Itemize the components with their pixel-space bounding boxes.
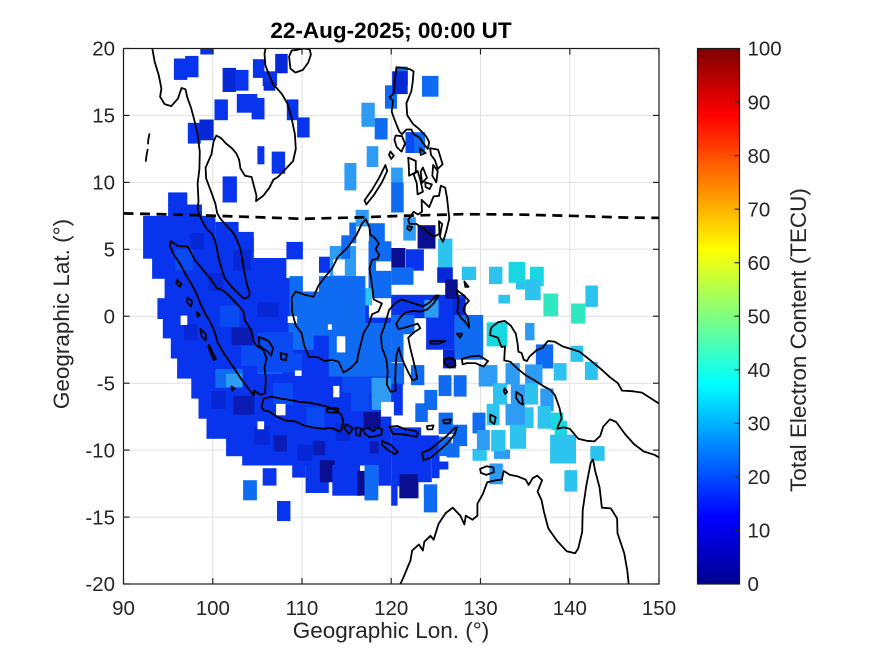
svg-text:150: 150: [642, 597, 676, 620]
svg-text:22-Aug-2025; 00:00 UT: 22-Aug-2025; 00:00 UT: [270, 18, 512, 43]
svg-text:0: 0: [104, 305, 115, 328]
svg-text:100: 100: [196, 597, 230, 620]
svg-text:140: 140: [553, 597, 587, 620]
svg-text:-10: -10: [85, 439, 115, 462]
svg-text:60: 60: [748, 252, 771, 275]
svg-text:Geographic Lon. (°): Geographic Lon. (°): [293, 618, 490, 643]
svg-text:-5: -5: [97, 372, 115, 395]
svg-text:40: 40: [748, 359, 771, 382]
svg-text:110: 110: [286, 597, 319, 620]
svg-text:10: 10: [92, 172, 115, 195]
svg-text:90: 90: [748, 91, 771, 114]
svg-text:50: 50: [748, 305, 771, 328]
svg-text:Geographic Lat. (°): Geographic Lat. (°): [49, 219, 74, 409]
svg-text:10: 10: [748, 520, 771, 543]
svg-text:-20: -20: [85, 573, 115, 596]
svg-text:5: 5: [104, 239, 115, 262]
svg-text:130: 130: [463, 597, 497, 620]
svg-text:70: 70: [748, 198, 771, 221]
svg-text:0: 0: [748, 573, 759, 596]
svg-text:20: 20: [748, 466, 771, 489]
svg-text:100: 100: [748, 38, 782, 61]
svg-text:15: 15: [92, 105, 115, 128]
svg-text:20: 20: [92, 38, 115, 61]
svg-text:Total Electron Content (TECU): Total Electron Content (TECU): [786, 188, 811, 492]
svg-text:30: 30: [748, 413, 771, 436]
svg-text:90: 90: [112, 597, 135, 620]
svg-text:80: 80: [748, 145, 771, 168]
svg-text:120: 120: [374, 597, 408, 620]
svg-text:-15: -15: [85, 506, 115, 529]
